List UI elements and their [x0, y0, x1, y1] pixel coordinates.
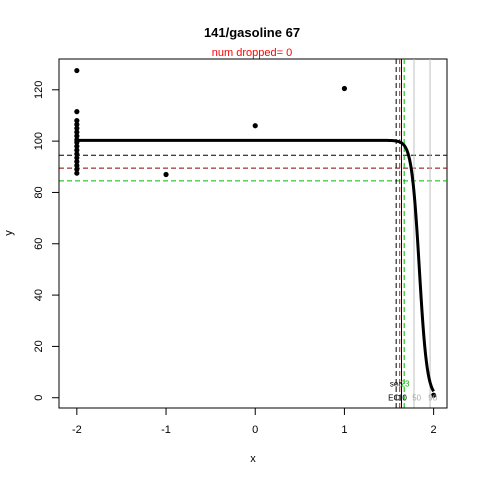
y-tick-label-3: 60 — [33, 238, 45, 250]
data-point-13 — [74, 159, 80, 165]
x-tick-label-1: -1 — [161, 424, 171, 436]
y-axis-label: y — [3, 230, 15, 236]
x-tick-label-4: 2 — [431, 424, 437, 436]
data-point-4 — [74, 125, 80, 131]
fitted-curve — [76, 138, 435, 393]
y-tick-label-6: 120 — [33, 81, 45, 99]
data-point-1 — [74, 109, 80, 115]
data-point-2 — [74, 117, 80, 124]
annotation-3: 10 — [398, 394, 407, 403]
chart-title: 141/gasoline 67 — [204, 25, 300, 40]
chart-subtitle: num dropped= 0 — [212, 47, 292, 59]
data-point-6 — [74, 133, 80, 139]
data-point-20 — [431, 392, 437, 398]
data-point-16 — [74, 170, 80, 176]
annotation-5: 90 — [428, 394, 437, 403]
data-point-15 — [74, 166, 80, 172]
data-point-8 — [74, 139, 80, 146]
annotation-1: 23 — [401, 380, 410, 389]
data-point-17 — [163, 171, 169, 178]
annotation-4: 50 — [412, 394, 421, 403]
reference-lines — [59, 59, 447, 408]
x-axis-label: x — [250, 453, 256, 465]
y-tick-label-0: 0 — [33, 395, 45, 401]
y-tick-label-1: 20 — [33, 340, 45, 352]
data-point-0 — [74, 67, 80, 74]
data-point-5 — [74, 129, 80, 135]
y-tick-label-4: 80 — [33, 186, 45, 198]
data-points — [74, 67, 437, 398]
data-point-19 — [341, 85, 348, 92]
data-point-10 — [74, 147, 80, 153]
x-tick-label-2: 0 — [252, 424, 258, 436]
data-point-12 — [74, 155, 80, 161]
data-point-3 — [74, 121, 80, 128]
fitted-curve-layer — [76, 138, 435, 393]
y-tick-label-2: 40 — [33, 289, 45, 301]
x-tick-label-3: 1 — [341, 424, 347, 436]
data-point-9 — [74, 143, 80, 149]
x-tick-label-0: -2 — [72, 424, 82, 436]
annotation-2: EC — [388, 394, 399, 403]
data-point-18 — [252, 123, 258, 129]
x-axis: -2 -1 0 1 2 — [72, 407, 437, 436]
data-point-11 — [74, 151, 80, 157]
y-axis: 0 20 40 60 80 100 120 — [33, 81, 60, 401]
y-tick-label-5: 100 — [33, 132, 45, 150]
data-point-14 — [74, 162, 80, 169]
annotation-0: sea — [390, 380, 403, 389]
